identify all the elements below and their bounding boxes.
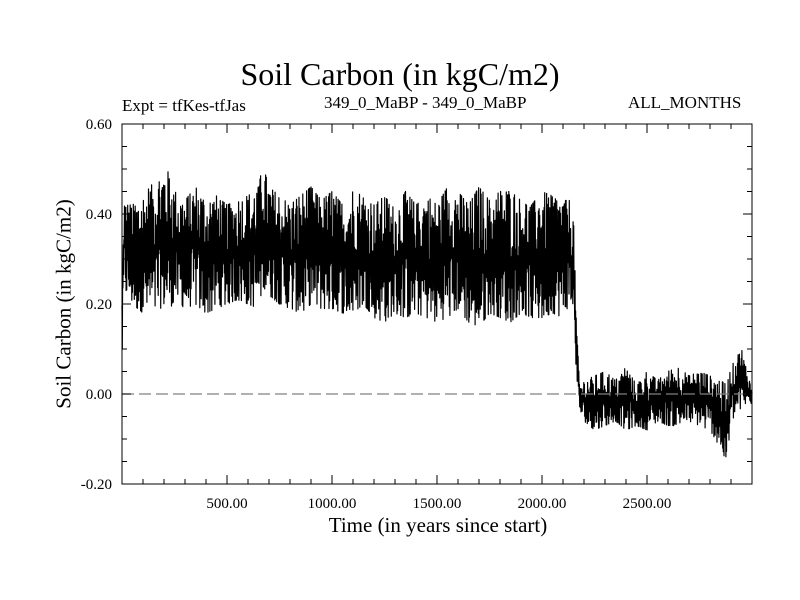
x-tick-label: 2000.00 [518,496,567,512]
y-tick-label: 0.00 [86,387,112,403]
y-tick-label: -0.20 [81,477,112,493]
x-axis-label: Time (in years since start) [328,513,548,537]
chart-subtitle: 349_0_MaBP - 349_0_MaBP [324,93,527,112]
series-line [121,171,753,458]
experiment-label: Expt = tfKes-tfJas [122,96,246,115]
y-tick-label: 0.40 [86,207,112,223]
y-tick-label: 0.20 [86,297,112,313]
x-tick-label: 500.00 [206,496,247,512]
x-tick-label: 2500.00 [623,496,672,512]
chart-title: Soil Carbon (in kgC/m2) [240,56,560,92]
x-tick-label: 1000.00 [308,496,357,512]
x-tick-label: 1500.00 [413,496,462,512]
y-tick-label: 0.60 [86,117,112,133]
months-label: ALL_MONTHS [628,93,742,112]
